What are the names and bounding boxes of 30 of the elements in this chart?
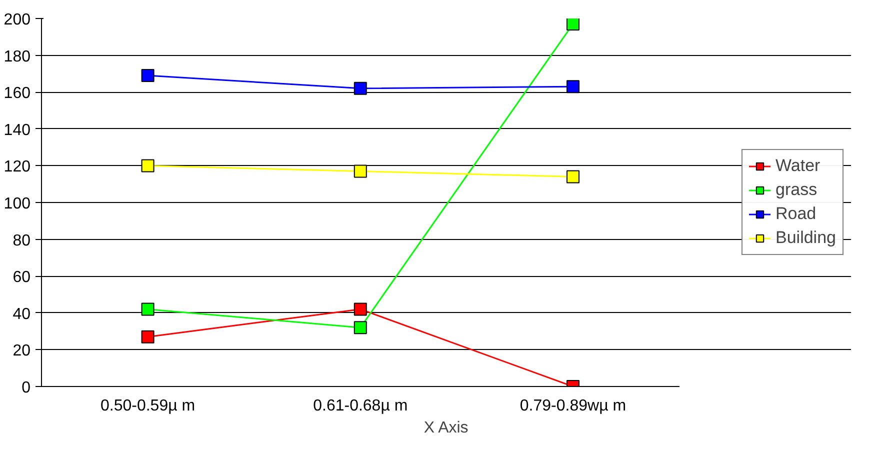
- x-tick-label: 0.61-0.68µ m: [313, 398, 408, 414]
- y-tick-label: 40: [12, 306, 31, 323]
- point: [354, 302, 367, 316]
- point: [354, 82, 367, 95]
- legend-label: Water: [776, 156, 820, 176]
- point: [354, 321, 367, 334]
- x-axis-title: X Axis: [424, 420, 468, 436]
- y-tick-label: 100: [4, 196, 31, 212]
- point: [141, 159, 154, 172]
- y-tick-label: 80: [12, 232, 31, 250]
- y-tick-label: 180: [4, 48, 31, 66]
- point: [141, 302, 154, 316]
- y-tick-label: 0: [22, 380, 31, 396]
- y-tick-label: 60: [12, 269, 31, 286]
- y-tick-label: 20: [12, 342, 31, 360]
- legend-label: grass: [776, 180, 818, 200]
- y-tick-label: 160: [4, 85, 31, 102]
- y-tick-label: 120: [4, 158, 31, 176]
- x-tick-label: 0.50-0.59µ m: [100, 398, 196, 414]
- point: [566, 18, 580, 31]
- point: [141, 330, 154, 344]
- legend-label: Building: [776, 228, 836, 248]
- legend-label: Road: [776, 204, 816, 224]
- point: [566, 170, 580, 184]
- x-tick-label: 0.79-0.89wµ m: [520, 398, 626, 414]
- y-tick-label: 140: [4, 122, 31, 139]
- y-tick-label: 200: [4, 12, 31, 28]
- point: [141, 69, 154, 82]
- point: [566, 80, 580, 94]
- point: [354, 164, 367, 178]
